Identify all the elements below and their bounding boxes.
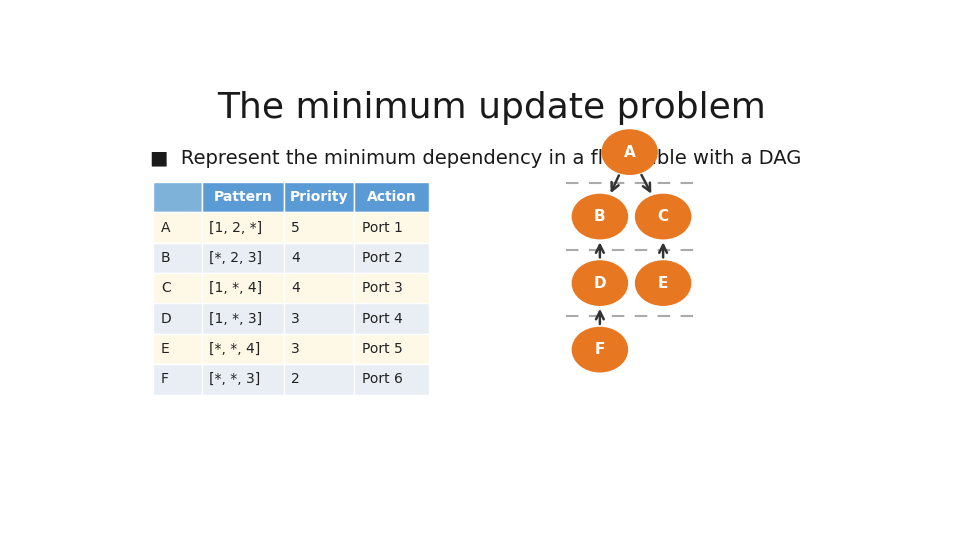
FancyBboxPatch shape <box>354 273 429 303</box>
FancyBboxPatch shape <box>284 273 354 303</box>
Text: 4: 4 <box>291 251 300 265</box>
FancyBboxPatch shape <box>284 303 354 334</box>
Text: Port 5: Port 5 <box>362 342 402 356</box>
Text: Port 3: Port 3 <box>362 281 402 295</box>
FancyBboxPatch shape <box>202 334 284 364</box>
FancyBboxPatch shape <box>154 303 202 334</box>
Ellipse shape <box>635 194 691 239</box>
Ellipse shape <box>601 129 658 175</box>
Text: A: A <box>624 145 636 160</box>
Text: 2: 2 <box>291 373 300 386</box>
FancyBboxPatch shape <box>202 243 284 273</box>
Text: F: F <box>594 342 605 357</box>
Text: A: A <box>161 220 171 234</box>
Text: Pattern: Pattern <box>213 190 273 204</box>
Ellipse shape <box>635 260 691 306</box>
FancyBboxPatch shape <box>154 273 202 303</box>
Text: [1, *, 3]: [1, *, 3] <box>209 312 262 326</box>
Text: D: D <box>161 312 172 326</box>
Text: [*, *, 4]: [*, *, 4] <box>209 342 260 356</box>
Text: 3: 3 <box>291 312 300 326</box>
Text: E: E <box>161 342 170 356</box>
FancyBboxPatch shape <box>202 273 284 303</box>
Text: C: C <box>161 281 171 295</box>
Text: 3: 3 <box>291 342 300 356</box>
Text: Port 2: Port 2 <box>362 251 402 265</box>
Ellipse shape <box>571 260 628 306</box>
FancyBboxPatch shape <box>284 182 354 212</box>
Text: D: D <box>593 275 606 291</box>
FancyBboxPatch shape <box>354 303 429 334</box>
FancyBboxPatch shape <box>354 243 429 273</box>
Text: Port 1: Port 1 <box>362 220 402 234</box>
Text: [*, *, 3]: [*, *, 3] <box>209 373 260 386</box>
Text: The minimum update problem: The minimum update problem <box>218 91 766 125</box>
FancyBboxPatch shape <box>284 334 354 364</box>
FancyBboxPatch shape <box>154 212 202 243</box>
Text: Action: Action <box>367 190 417 204</box>
Text: Port 6: Port 6 <box>362 373 402 386</box>
FancyBboxPatch shape <box>354 182 429 212</box>
FancyBboxPatch shape <box>354 364 429 395</box>
FancyBboxPatch shape <box>154 364 202 395</box>
Ellipse shape <box>571 327 628 373</box>
FancyBboxPatch shape <box>154 243 202 273</box>
Text: Priority: Priority <box>290 190 348 204</box>
Text: E: E <box>658 275 668 291</box>
FancyBboxPatch shape <box>202 182 284 212</box>
Text: Port 4: Port 4 <box>362 312 402 326</box>
FancyBboxPatch shape <box>154 182 202 212</box>
FancyBboxPatch shape <box>354 212 429 243</box>
FancyBboxPatch shape <box>284 243 354 273</box>
Text: B: B <box>161 251 171 265</box>
FancyBboxPatch shape <box>202 303 284 334</box>
FancyBboxPatch shape <box>154 334 202 364</box>
Text: B: B <box>594 209 606 224</box>
Text: [*, 2, 3]: [*, 2, 3] <box>209 251 262 265</box>
Ellipse shape <box>571 194 628 239</box>
FancyBboxPatch shape <box>354 334 429 364</box>
FancyBboxPatch shape <box>284 364 354 395</box>
Text: [1, *, 4]: [1, *, 4] <box>209 281 262 295</box>
Text: ■  Represent the minimum dependency in a flow table with a DAG: ■ Represent the minimum dependency in a … <box>150 149 802 168</box>
FancyBboxPatch shape <box>202 364 284 395</box>
Text: 4: 4 <box>291 281 300 295</box>
Text: 5: 5 <box>291 220 300 234</box>
Text: [1, 2, *]: [1, 2, *] <box>209 220 262 234</box>
FancyBboxPatch shape <box>202 212 284 243</box>
Text: C: C <box>658 209 669 224</box>
FancyBboxPatch shape <box>284 212 354 243</box>
Text: F: F <box>161 373 169 386</box>
